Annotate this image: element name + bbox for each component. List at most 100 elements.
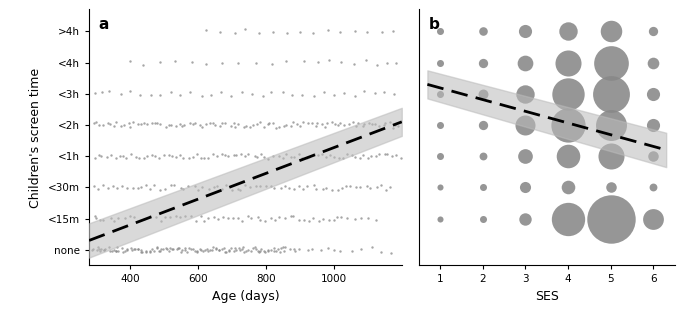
Point <box>378 123 389 128</box>
Point <box>169 58 180 63</box>
Point <box>190 249 201 254</box>
Point <box>195 246 206 252</box>
Point <box>256 152 266 157</box>
Point <box>288 186 299 191</box>
Point <box>293 246 304 252</box>
Point <box>342 151 353 156</box>
Point <box>255 120 266 125</box>
Point <box>117 153 128 158</box>
Point <box>648 154 659 159</box>
Point <box>308 152 319 157</box>
Point <box>103 89 114 94</box>
Point <box>293 151 304 156</box>
Point <box>349 93 360 98</box>
Point <box>251 122 262 127</box>
Point <box>203 215 214 220</box>
Point <box>200 248 211 253</box>
Point <box>239 182 250 187</box>
Point <box>269 185 279 191</box>
Point <box>275 186 286 191</box>
Point <box>192 151 203 156</box>
Point <box>278 89 289 94</box>
Point <box>124 59 135 64</box>
Point <box>234 247 245 252</box>
Point <box>268 29 279 34</box>
Point <box>349 216 360 222</box>
Point <box>648 122 659 127</box>
Point <box>194 123 205 128</box>
Point <box>91 216 102 221</box>
Point <box>269 218 280 223</box>
Point <box>323 217 334 222</box>
Point <box>173 246 184 251</box>
Point <box>382 60 393 65</box>
Point <box>239 249 250 254</box>
Point <box>279 183 290 188</box>
Point <box>237 246 248 251</box>
Point <box>196 155 207 160</box>
Point <box>179 122 190 127</box>
Point <box>253 30 264 35</box>
Point <box>304 155 315 160</box>
Point <box>435 122 446 127</box>
Point <box>249 153 260 158</box>
Point <box>271 125 282 130</box>
Point <box>124 89 135 94</box>
Point <box>160 215 171 220</box>
Point <box>221 250 232 255</box>
Point <box>192 250 203 255</box>
Point <box>212 217 223 222</box>
Point <box>203 187 214 192</box>
Point <box>238 245 249 250</box>
Point <box>324 152 335 157</box>
Point <box>303 219 314 224</box>
Point <box>371 153 382 158</box>
Point <box>255 217 266 222</box>
Point <box>477 154 488 159</box>
Point <box>190 121 201 126</box>
Point <box>293 184 304 189</box>
Point <box>356 216 366 221</box>
Point <box>212 183 223 188</box>
Point <box>150 214 161 219</box>
Point <box>196 93 207 98</box>
Point <box>520 216 531 221</box>
Point <box>168 246 179 251</box>
Point <box>125 213 136 218</box>
Point <box>174 92 185 97</box>
Point <box>163 249 174 254</box>
Point <box>94 152 105 157</box>
Point <box>197 185 208 190</box>
Point <box>648 29 659 34</box>
Point <box>262 249 273 254</box>
Point <box>307 30 318 35</box>
Point <box>223 247 234 252</box>
Point <box>520 185 531 190</box>
Point <box>379 151 390 156</box>
Point <box>127 185 138 190</box>
Point <box>151 120 162 125</box>
Point <box>171 155 182 160</box>
Point <box>374 123 385 128</box>
Point <box>266 89 277 94</box>
Point <box>239 27 250 32</box>
Point <box>257 94 268 99</box>
Point <box>286 155 297 160</box>
Point <box>232 61 243 66</box>
Point <box>328 93 339 98</box>
Point <box>316 152 327 157</box>
Point <box>230 124 241 129</box>
Point <box>520 29 531 34</box>
Point <box>132 247 143 252</box>
Point <box>268 154 279 159</box>
X-axis label: Age (days): Age (days) <box>212 290 279 303</box>
Point <box>208 120 219 125</box>
Point <box>164 215 175 220</box>
Point <box>371 217 382 222</box>
Point <box>161 246 172 251</box>
Point <box>186 214 197 219</box>
Point <box>185 246 196 252</box>
Point <box>477 216 488 221</box>
Point <box>133 246 144 252</box>
Point <box>198 249 209 254</box>
